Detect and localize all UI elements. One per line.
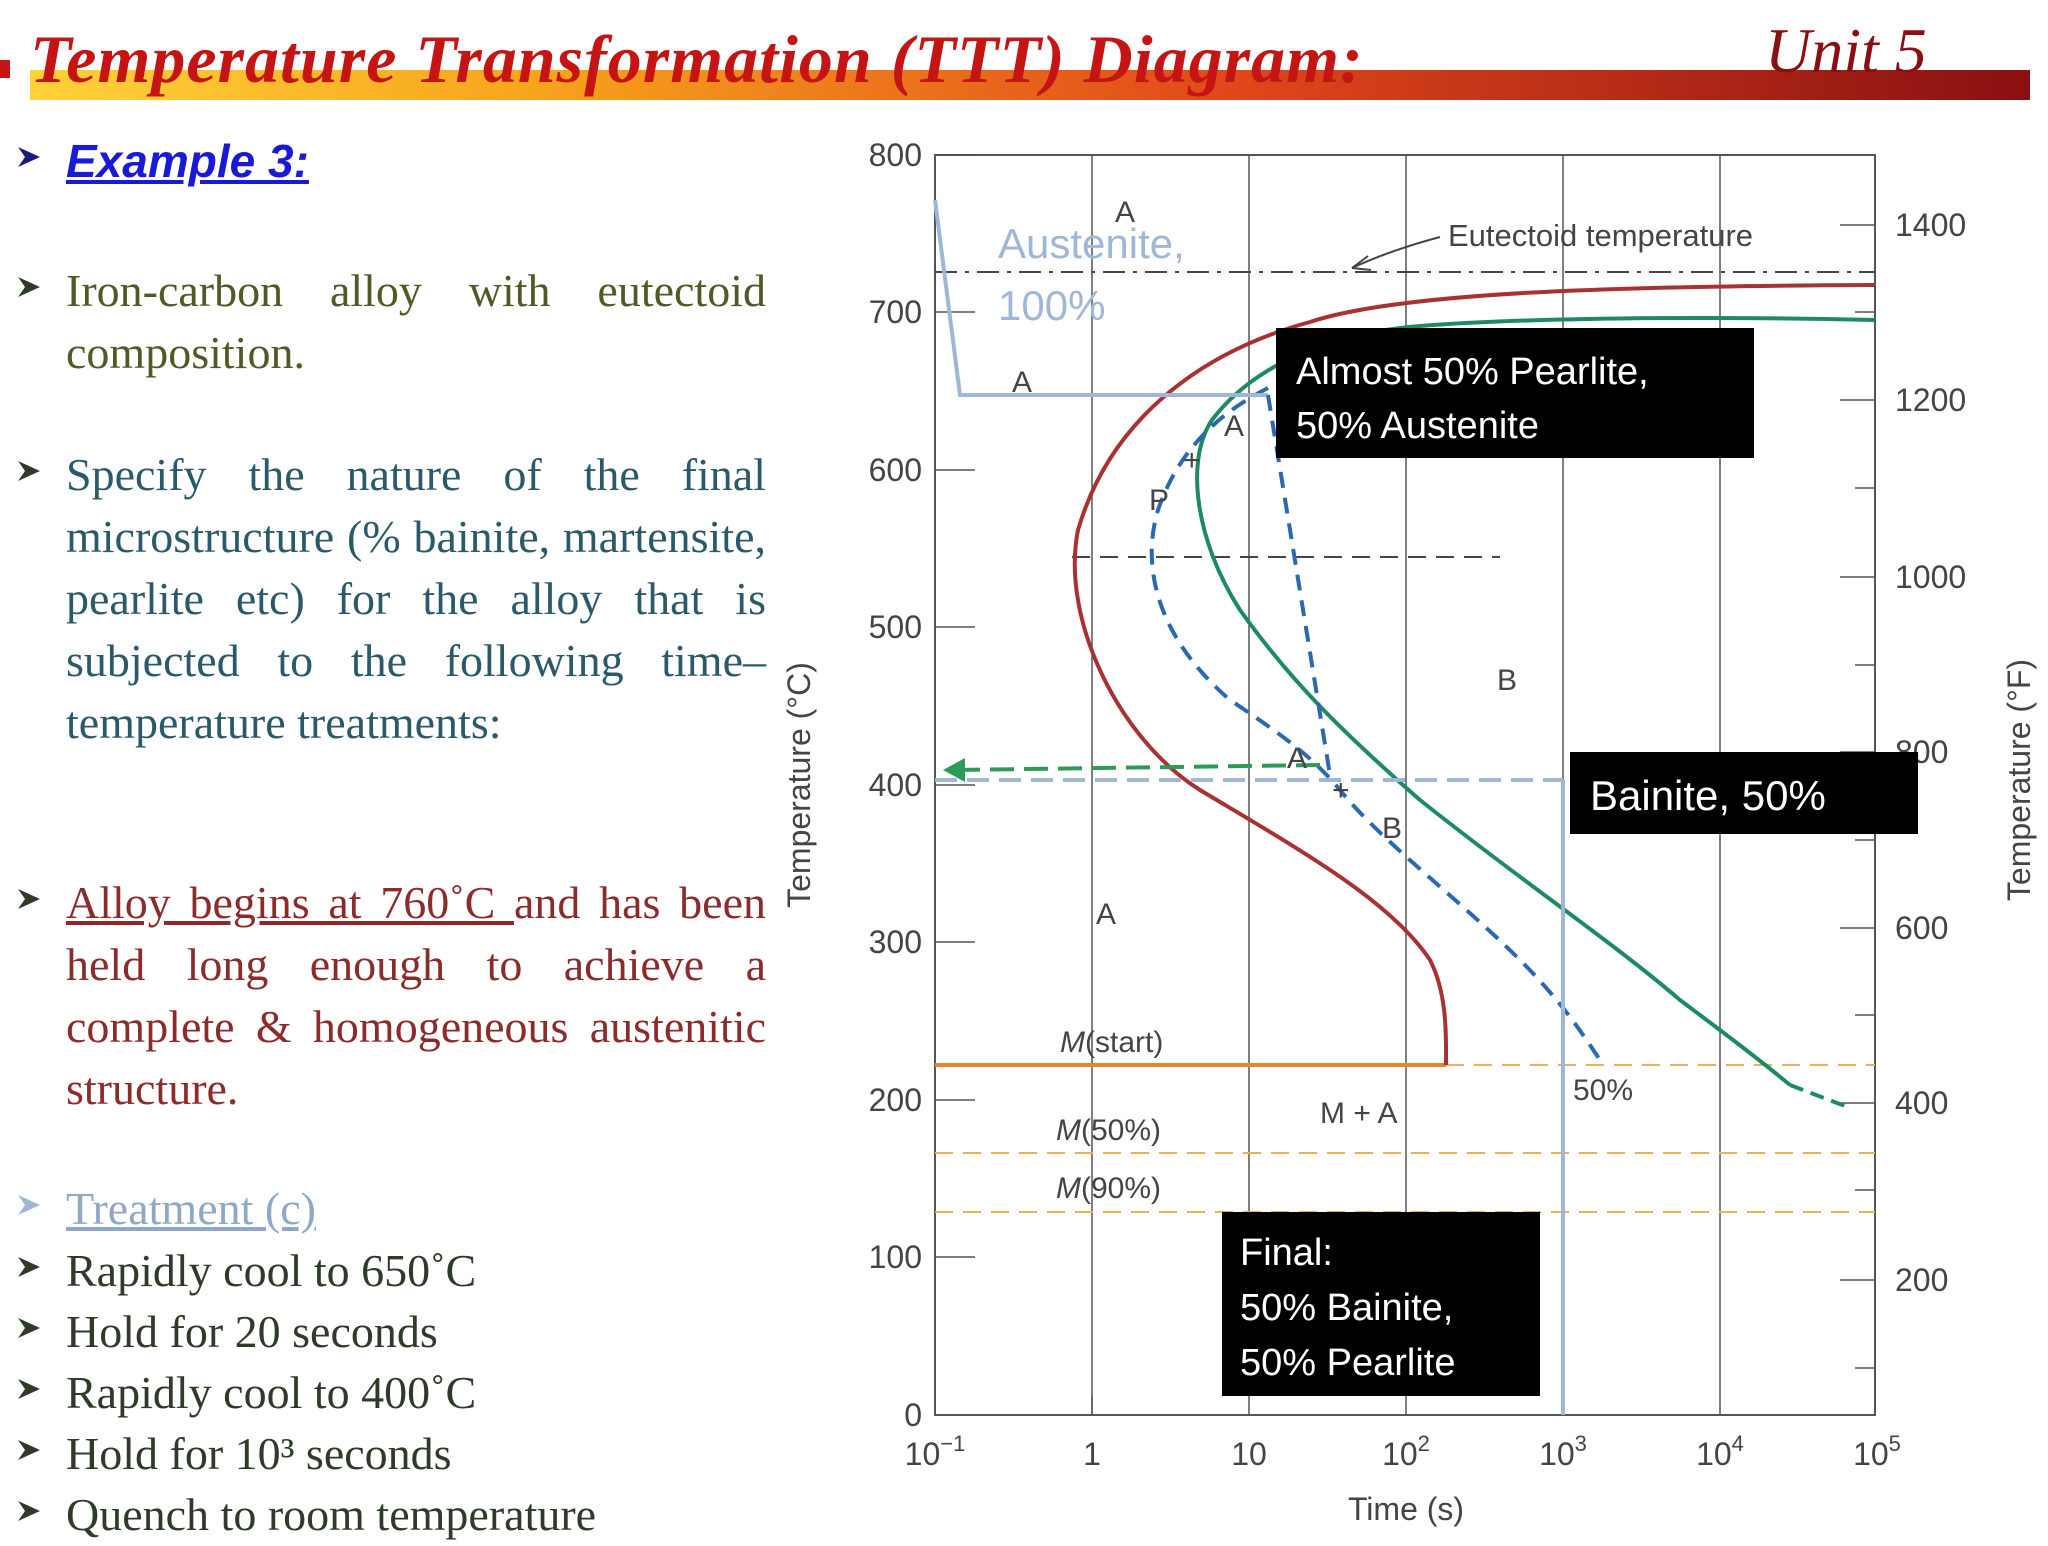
austenite-note-line-1: Austenite, — [998, 220, 1185, 267]
y-left-tick-label: 700 — [869, 294, 922, 330]
bainite-box-text: Bainite, 50% — [1590, 772, 1826, 819]
arrow-bullet-icon — [16, 1437, 42, 1463]
eutectoid-label: Eutectoid temperature — [1448, 218, 1753, 253]
y-left-tick-label: 200 — [869, 1082, 922, 1118]
m90-label: M(90%) — [1056, 1172, 1161, 1205]
arrow-bullet-icon — [16, 1315, 42, 1341]
arrow-bullet-icon — [16, 1498, 42, 1524]
label-a-mid: A — [1224, 410, 1244, 443]
final-box-line-2: 50% Bainite, — [1240, 1287, 1453, 1329]
y-left-tick-label: 400 — [869, 767, 922, 803]
title-bullet — [0, 60, 10, 78]
x-tick-labels: 10−1 1 10 102 103 104 105 — [905, 1431, 1901, 1472]
pearlite-box — [1276, 328, 1754, 458]
x-tick-label: 104 — [1696, 1431, 1744, 1472]
final-box — [1222, 1212, 1540, 1396]
paragraph-specify: Specify the nature of the final microstr… — [66, 449, 766, 748]
x-tick-label: 10−1 — [905, 1431, 966, 1472]
x-axis-title: Time (s) — [1348, 1491, 1464, 1527]
pearlite-box-line-2: 50% Austenite — [1296, 405, 1539, 447]
y-left-tick-labels: 0 100 200 300 400 500 600 700 800 — [869, 137, 922, 1433]
y-right-axis-title: Temperature (°F) — [2001, 659, 2037, 901]
arrow-bullet-icon — [16, 458, 42, 484]
step-item: Hold for 20 seconds — [66, 1306, 438, 1357]
y-right-tick-label: 1400 — [1895, 207, 1966, 243]
bainite-box — [1570, 752, 1918, 834]
final-box-line-3: 50% Pearlite — [1240, 1342, 1455, 1384]
treatment-heading: Treatment (c) — [66, 1183, 316, 1234]
x-tick-label: 10 — [1231, 1436, 1267, 1472]
x-tick-label: 105 — [1853, 1431, 1901, 1472]
eutectoid-arrowhead — [1351, 255, 1372, 271]
alloy-begins-rest: and has been held long enough to achieve… — [66, 877, 767, 1114]
page-title: Temperature Transformation (TTT) Diagram… — [30, 21, 1364, 97]
x-tick-label: 102 — [1382, 1431, 1430, 1472]
x-tick-label: 1 — [1083, 1436, 1101, 1472]
y-left-ticks — [935, 154, 975, 1258]
step-item: Quench to room temperature — [66, 1489, 597, 1540]
alloy-begins-underline: Alloy begins at 760˚C — [66, 877, 514, 928]
y-right-tick-labels: 200 400 600 800 1000 1200 1400 — [1895, 207, 1966, 1298]
label-a-lower: A — [1096, 898, 1116, 931]
y-right-tick-label: 400 — [1895, 1085, 1948, 1121]
final-box-line-1: Final: — [1240, 1232, 1333, 1274]
paragraph-alloy-begins: Alloy begins at 760˚C and has been held … — [66, 872, 766, 1120]
cooling-drop — [1266, 394, 1332, 776]
y-right-tick-label: 1000 — [1895, 559, 1966, 595]
arrow-bullet-icon — [16, 274, 42, 300]
title-bar: Temperature Transformation (TTT) Diagram… — [0, 0, 2048, 110]
label-50-percent: 50% — [1573, 1074, 1633, 1107]
label-b: B — [1382, 812, 1402, 845]
example-link[interactable]: Example 3: — [66, 135, 309, 187]
step-item: Hold for 10³ seconds — [66, 1428, 452, 1479]
y-left-tick-label: 800 — [869, 137, 922, 173]
half-curve — [1149, 386, 1602, 1062]
austenite-note-line-2: 100% — [998, 282, 1105, 329]
paragraph-alloy: Iron-carbon alloy with eutectoid composi… — [66, 265, 766, 378]
m50-label: M(50%) — [1056, 1114, 1161, 1147]
label-a-top: A — [1115, 196, 1135, 229]
arrow-bullet-icon — [16, 886, 42, 912]
arrow-bullet-icon — [16, 1376, 42, 1402]
green-arrowhead-icon — [943, 758, 965, 782]
step-item: Rapidly cool to 400˚C — [66, 1367, 477, 1418]
eutectoid-pointer — [1351, 236, 1441, 269]
y-right-tick-label: 1200 — [1895, 382, 1966, 418]
arrow-bullet-icon — [16, 1254, 42, 1280]
arrow-bullet-icon — [16, 1192, 42, 1218]
label-plus-1: + — [1183, 444, 1201, 477]
label-plus-2: + — [1332, 774, 1350, 807]
y-left-axis-title: Temperature (°C) — [781, 662, 817, 908]
m-labels: M(start) M(50%) M(90%) — [1056, 1026, 1163, 1205]
label-p: P — [1149, 484, 1169, 517]
end-curve-dashed — [1789, 1083, 1846, 1108]
unit-label: Unit 5 — [1765, 15, 1927, 86]
y-left-tick-label: 0 — [904, 1397, 922, 1433]
y-left-tick-label: 600 — [869, 452, 922, 488]
pearlite-box-line-1: Almost 50% Pearlite, — [1296, 351, 1649, 393]
step-item: Rapidly cool to 650˚C — [66, 1245, 477, 1296]
label-m-plus-a: M + A — [1320, 1097, 1398, 1130]
region-labels: A A A + P A + B B A M + A 50% — [1012, 196, 1633, 1130]
y-left-tick-label: 300 — [869, 924, 922, 960]
start-curve — [1072, 283, 1876, 1066]
label-a-curve: A — [1287, 742, 1307, 775]
y-left-tick-label: 500 — [869, 609, 922, 645]
label-a-hold: A — [1012, 366, 1032, 399]
y-right-tick-label: 200 — [1895, 1262, 1948, 1298]
y-left-tick-label: 100 — [869, 1239, 922, 1275]
arrow-bullet-icon — [16, 144, 42, 170]
title-underline-band — [30, 70, 2030, 100]
label-b-right: B — [1497, 664, 1517, 697]
green-arrow-line — [954, 763, 1321, 772]
y-right-tick-label: 600 — [1895, 910, 1948, 946]
m-start-label: M(start) — [1060, 1026, 1163, 1059]
end-curve — [1195, 316, 1876, 1087]
treatment-path — [933, 199, 1268, 397]
x-tick-label: 103 — [1539, 1431, 1587, 1472]
